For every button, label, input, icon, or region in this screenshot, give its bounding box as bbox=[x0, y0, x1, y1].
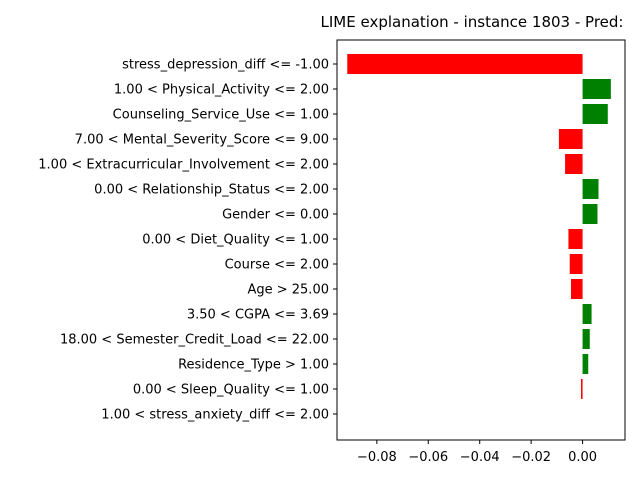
bar-3 bbox=[558, 129, 583, 149]
y-tick-label-2: Counseling_Service_Use <= 1.00 bbox=[113, 108, 329, 123]
bar-0 bbox=[347, 54, 583, 74]
bar-10 bbox=[582, 304, 592, 324]
y-tick-label-8: Course <= 2.00 bbox=[225, 258, 329, 273]
y-tick-label-5: 0.00 < Relationship_Status <= 2.00 bbox=[94, 183, 329, 198]
x-tick-label-3: −0.02 bbox=[511, 450, 551, 465]
bar-9 bbox=[571, 279, 583, 299]
y-tick-label-0: stress_depression_diff <= -1.00 bbox=[122, 58, 329, 73]
y-tick-label-1: 1.00 < Physical_Activity <= 2.00 bbox=[114, 83, 329, 98]
y-tick-label-10: 3.50 < CGPA <= 3.69 bbox=[187, 308, 329, 323]
y-tick-label-11: 18.00 < Semester_Credit_Load <= 22.00 bbox=[60, 333, 329, 348]
x-tick-label-2: −0.04 bbox=[460, 450, 500, 465]
y-tick-label-7: 0.00 < Diet_Quality <= 1.00 bbox=[142, 233, 329, 248]
y-tick-label-13: 0.00 < Sleep_Quality <= 1.00 bbox=[133, 383, 329, 398]
bar-1 bbox=[582, 79, 611, 99]
y-tick-label-9: Age > 25.00 bbox=[247, 283, 329, 298]
bar-12 bbox=[582, 354, 589, 374]
x-ticks: −0.08 −0.06 −0.04 −0.02 0.00 bbox=[357, 440, 597, 465]
y-tick-label-3: 7.00 < Mental_Severity_Score <= 9.00 bbox=[75, 133, 329, 148]
x-tick-label-1: −0.06 bbox=[408, 450, 448, 465]
y-tick-label-12: Residence_Type > 1.00 bbox=[178, 358, 329, 373]
bar-5 bbox=[582, 179, 599, 199]
y-tick-label-4: 1.00 < Extracurricular_Involvement <= 2.… bbox=[38, 158, 329, 173]
bar-7 bbox=[568, 229, 583, 249]
bars-group bbox=[347, 54, 611, 399]
bar-13 bbox=[581, 379, 583, 399]
plot-frame bbox=[336, 39, 626, 441]
chart-title: LIME explanation - instance 1803 - Pred: bbox=[321, 13, 624, 31]
bar-11 bbox=[582, 329, 590, 349]
y-tick-label-6: Gender <= 0.00 bbox=[222, 208, 329, 223]
x-tick-label-0: −0.08 bbox=[357, 450, 397, 465]
bar-2 bbox=[582, 104, 608, 124]
y-tick-labels: stress_depression_diff <= -1.00 1.00 < Ph… bbox=[38, 58, 337, 423]
bar-4 bbox=[565, 154, 583, 174]
x-tick-label-4: 0.00 bbox=[568, 450, 597, 465]
y-tick-label-14: 1.00 < stress_anxiety_diff <= 2.00 bbox=[101, 408, 329, 423]
bar-8 bbox=[569, 254, 583, 274]
bar-6 bbox=[582, 204, 598, 224]
